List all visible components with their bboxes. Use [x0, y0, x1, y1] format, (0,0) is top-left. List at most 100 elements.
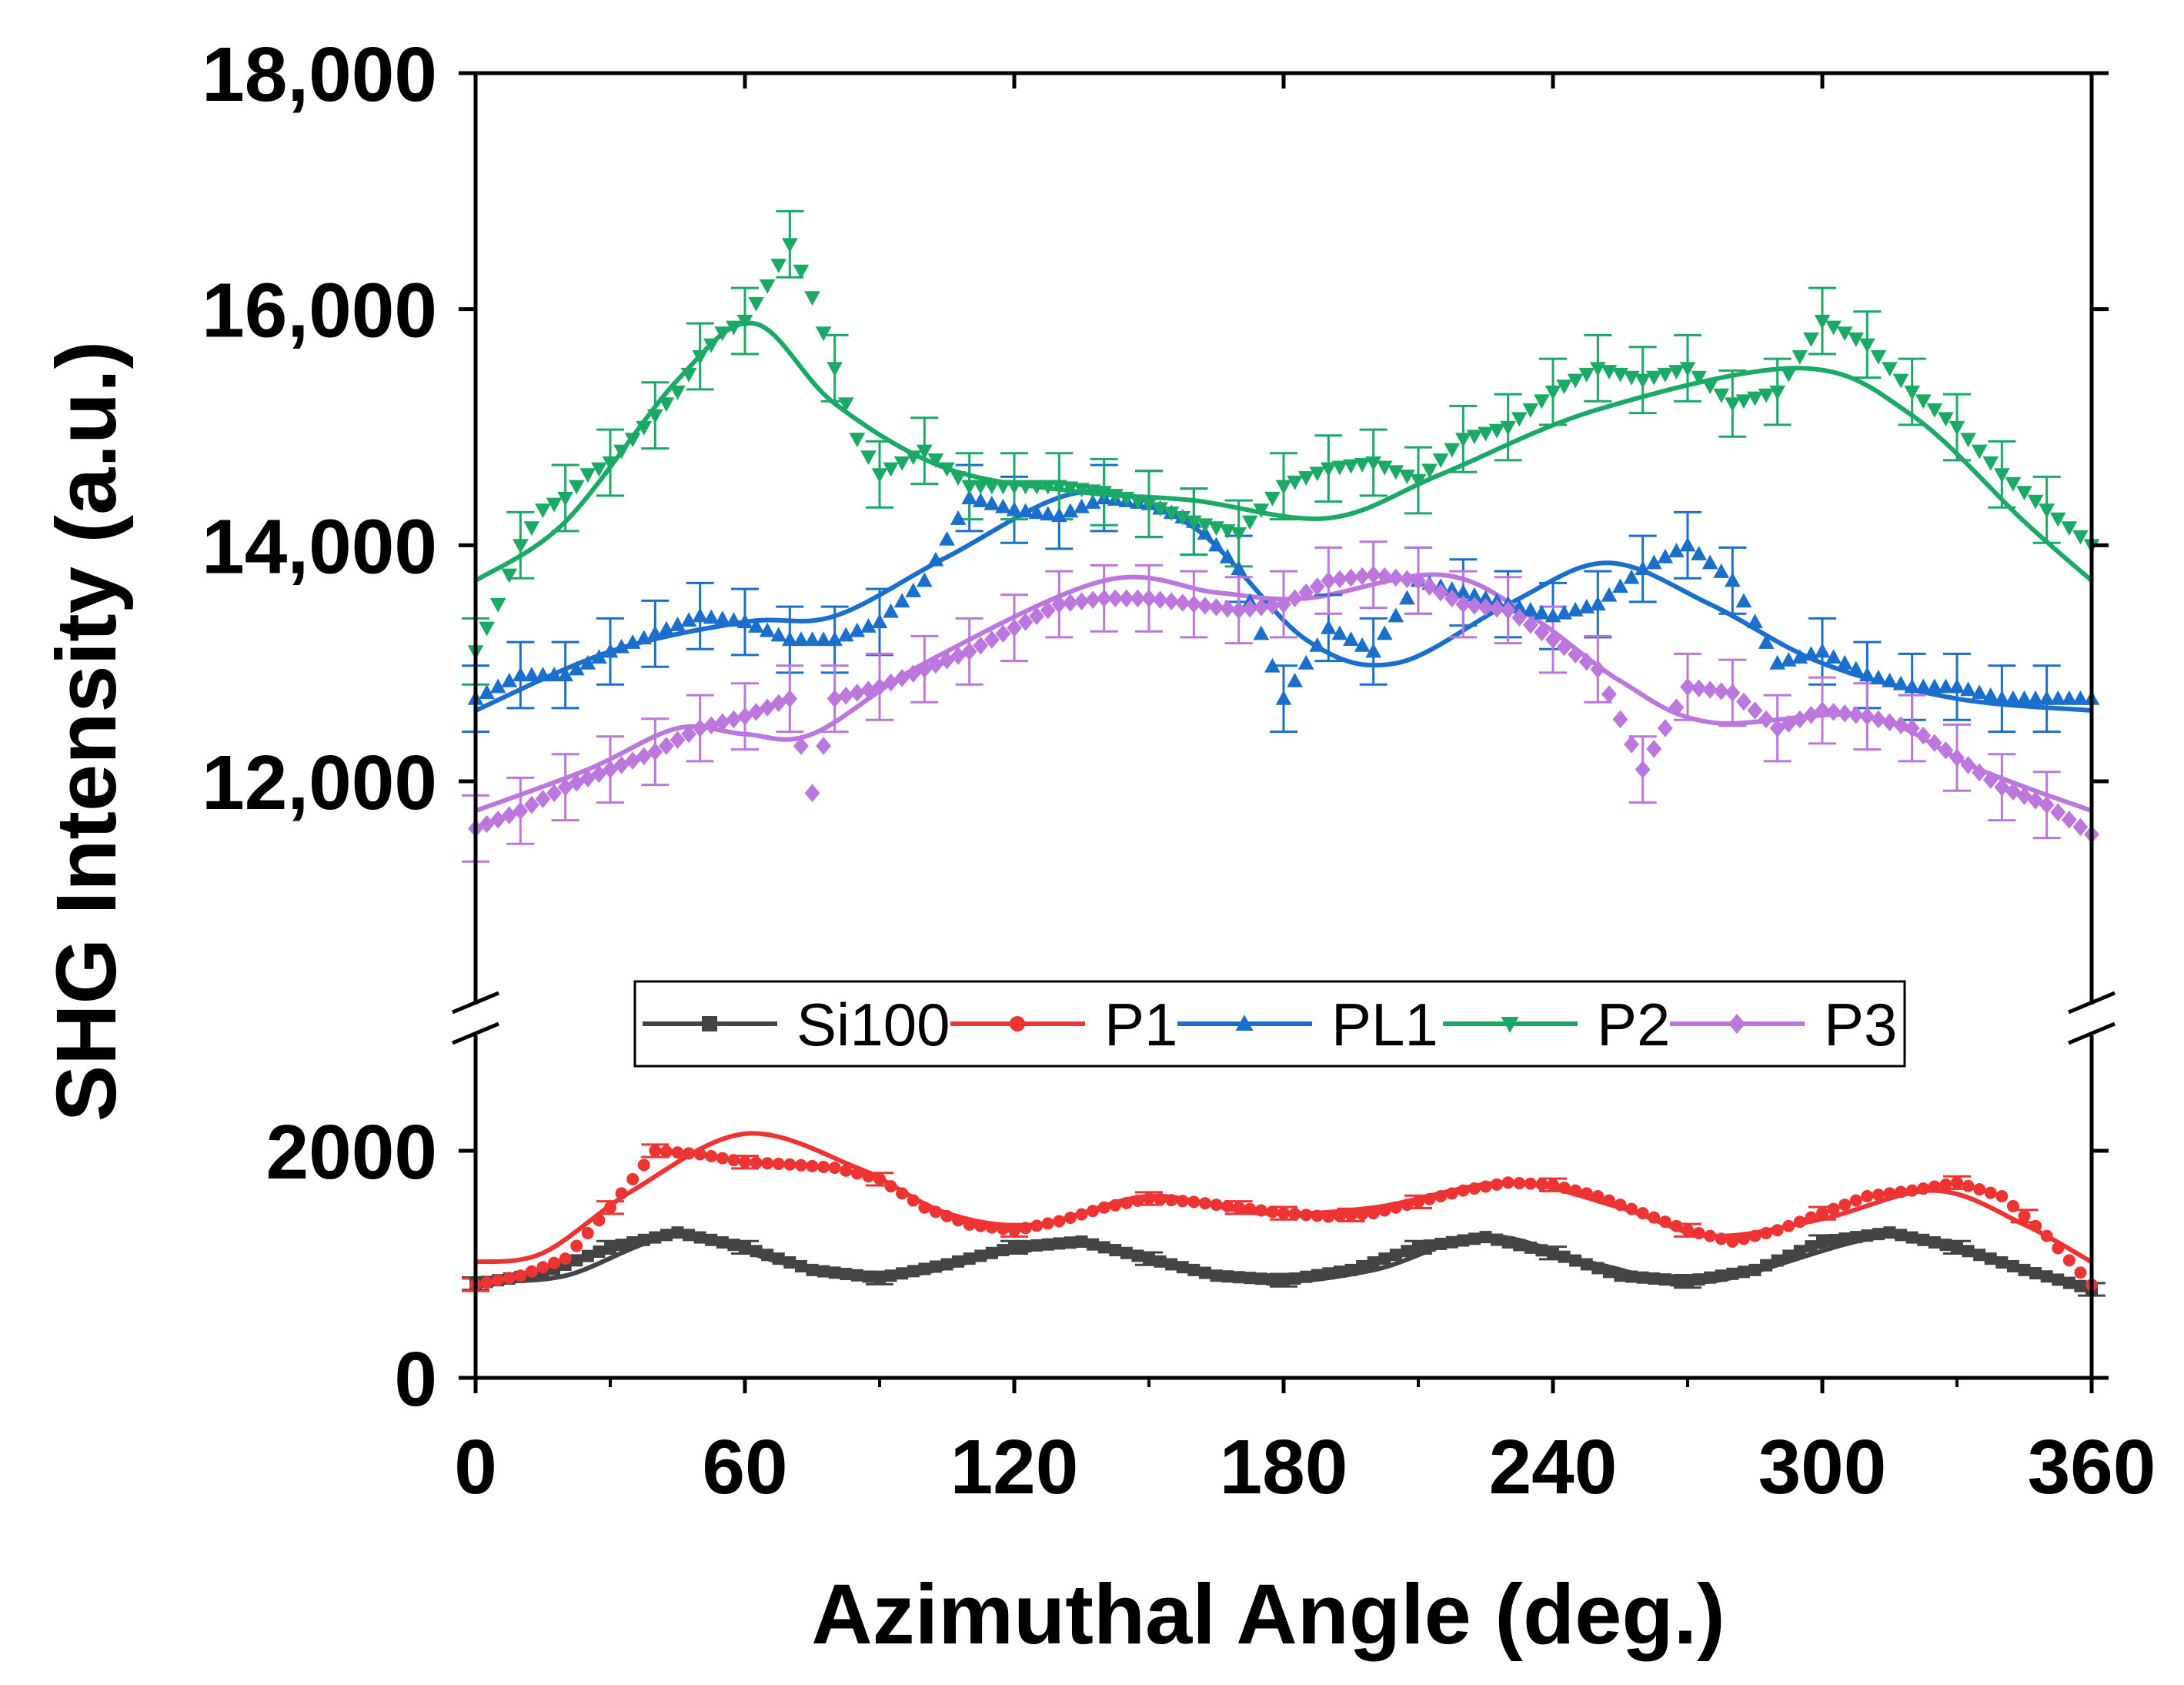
point-si100: [1816, 1235, 1828, 1248]
point-p1: [952, 1214, 965, 1227]
point-p1: [1445, 1187, 1458, 1200]
point-p3: [1511, 608, 1528, 627]
point-p3: [726, 710, 742, 729]
y-tick-label: 16,000: [202, 268, 437, 354]
point-p2: [1376, 460, 1393, 476]
point-si100: [1389, 1249, 1402, 1262]
point-pl1: [1231, 560, 1247, 576]
point-p1: [1109, 1199, 1122, 1212]
point-p2: [489, 597, 506, 613]
point-p2: [849, 433, 866, 448]
point-p1: [604, 1201, 616, 1214]
point-si100: [1187, 1263, 1201, 1276]
point-pl1: [1960, 681, 1976, 697]
legend-marker-si100: [702, 1016, 717, 1031]
legend-label-pl1: PL1: [1331, 991, 1438, 1058]
point-p3: [1377, 567, 1393, 586]
point-p3: [2016, 787, 2032, 805]
point-p1: [637, 1158, 650, 1172]
point-si100: [1176, 1261, 1189, 1274]
point-si100: [615, 1239, 628, 1252]
point-pl1: [1253, 625, 1270, 640]
point-p2: [1050, 480, 1067, 495]
point-pl1: [1354, 637, 1371, 652]
point-p1: [1434, 1190, 1448, 1202]
x-tick-label: 0: [454, 1424, 497, 1510]
point-pl1: [883, 603, 899, 618]
point-si100: [918, 1262, 931, 1275]
point-p2: [1814, 314, 1831, 329]
point-pl1: [1836, 654, 1853, 670]
point-p2: [523, 521, 540, 537]
point-p1: [1378, 1204, 1391, 1217]
y-axis-label: SHG Intensity (a.u.): [39, 341, 134, 1122]
point-p3: [1893, 716, 1908, 734]
point-p3: [613, 756, 629, 774]
point-p2: [1309, 466, 1326, 482]
point-pl1: [1399, 590, 1415, 605]
point-p3: [490, 811, 506, 829]
point-p3: [1915, 726, 1932, 745]
point-p3: [1164, 592, 1180, 610]
point-pl1: [1601, 587, 1618, 602]
point-p1: [593, 1214, 606, 1227]
point-si100: [1917, 1233, 1930, 1246]
point-pl1: [849, 622, 866, 637]
point-p1: [1075, 1208, 1088, 1221]
point-p2: [759, 279, 776, 294]
point-p3: [1624, 735, 1639, 754]
point-p3: [1264, 597, 1281, 615]
point-pl1: [1365, 643, 1382, 658]
point-p2: [1028, 480, 1045, 495]
point-p1: [772, 1157, 785, 1170]
point-pl1: [1534, 604, 1550, 620]
point-p3: [748, 703, 764, 721]
point-si100: [1198, 1266, 1211, 1279]
point-p1: [1019, 1222, 1032, 1235]
point-p2: [1780, 367, 1797, 383]
point-pl1: [995, 498, 1011, 513]
point-p2: [2005, 476, 2022, 492]
legend-marker-p2: [1501, 1017, 1519, 1033]
point-p1: [1636, 1207, 1649, 1220]
point-pl1: [2005, 690, 2022, 705]
point-p1: [1547, 1178, 1559, 1192]
point-pl1: [1825, 649, 1842, 664]
point-p3: [961, 642, 977, 661]
point-si100: [1883, 1226, 1896, 1239]
point-p1: [1232, 1201, 1245, 1214]
point-si100: [1670, 1274, 1683, 1287]
point-p2: [1488, 423, 1505, 439]
point-p1: [480, 1276, 493, 1289]
point-p1: [1176, 1195, 1189, 1208]
point-si100: [1457, 1234, 1470, 1247]
point-p2: [2027, 494, 2044, 510]
point-p3: [1848, 706, 1864, 724]
point-pl1: [1645, 554, 1662, 570]
point-p2: [1421, 463, 1438, 479]
point-p3: [1500, 600, 1516, 620]
point-si100: [761, 1249, 774, 1262]
point-si100: [840, 1268, 853, 1281]
point-p3: [1186, 595, 1202, 613]
point-p1: [1221, 1199, 1234, 1212]
axis-break-mark: [2068, 1021, 2116, 1045]
point-si100: [2074, 1279, 2087, 1292]
point-si100: [2040, 1270, 2053, 1283]
point-p1: [1681, 1224, 1694, 1237]
point-p3: [1534, 623, 1550, 642]
point-pl1: [1219, 548, 1236, 563]
point-p1: [1748, 1229, 1762, 1242]
point-p1: [1030, 1219, 1044, 1232]
point-si100: [1939, 1239, 1952, 1252]
point-p2: [1522, 403, 1539, 418]
point-p3: [1949, 748, 1965, 767]
point-p2: [1500, 420, 1517, 436]
point-p2: [1410, 473, 1427, 489]
point-si100: [671, 1226, 684, 1239]
point-p3: [1051, 595, 1067, 613]
point-pl1: [501, 672, 518, 687]
point-p3: [670, 731, 686, 750]
point-p2: [770, 259, 787, 273]
point-p1: [1614, 1199, 1627, 1212]
